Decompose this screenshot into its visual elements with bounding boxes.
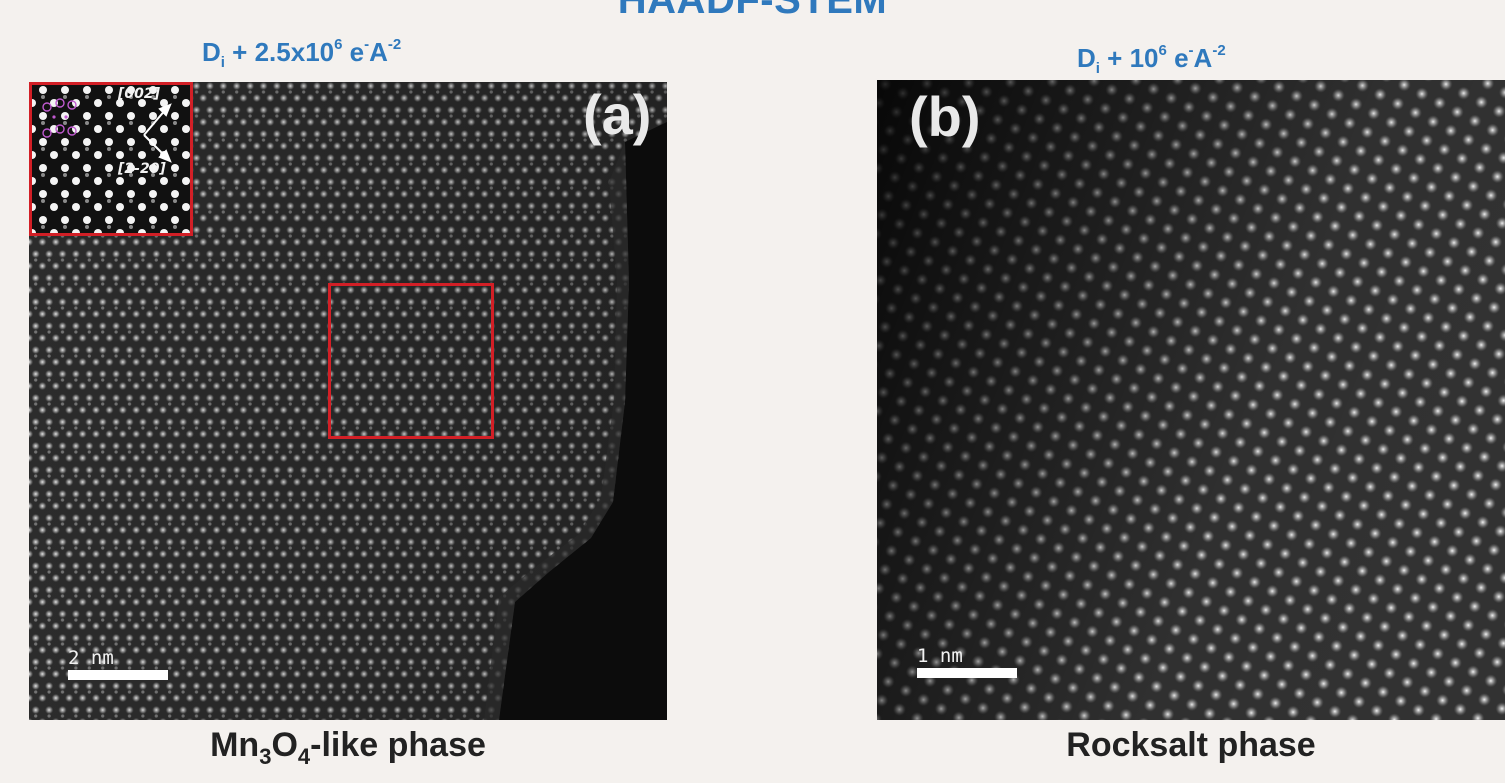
figure-title: HAADF-STEM <box>0 0 1505 23</box>
direction-label-002: [002] <box>118 86 160 102</box>
inset-magnified-region: [002] [2-20] <box>29 82 193 236</box>
stem-lattice-b <box>877 80 1505 720</box>
scale-bar-b: 1 nm <box>917 646 1017 678</box>
scale-line-b <box>917 668 1017 678</box>
scale-line-a <box>68 670 168 680</box>
inset-lattice <box>32 85 190 233</box>
caption-a: Mn3O4-like phase <box>29 726 667 770</box>
direction-label-2-20: [2-20] <box>118 161 166 177</box>
panel-label-b: (b) <box>909 84 981 149</box>
dose-label-a: Di + 2.5x106 e-A-2 <box>202 36 401 71</box>
stem-image-a: [002] [2-20] (a) 2 nm <box>29 82 667 720</box>
stem-image-b: (b) 1 nm <box>877 80 1505 720</box>
scale-bar-a: 2 nm <box>68 648 168 680</box>
caption-b: Rocksalt phase <box>877 726 1505 765</box>
scale-text-b: 1 nm <box>917 646 1017 666</box>
dose-label-b: Di + 106 e-A-2 <box>1077 42 1226 77</box>
panel-label-a: (a) <box>583 82 651 147</box>
scale-text-a: 2 nm <box>68 648 168 668</box>
region-of-interest-box <box>328 283 494 439</box>
